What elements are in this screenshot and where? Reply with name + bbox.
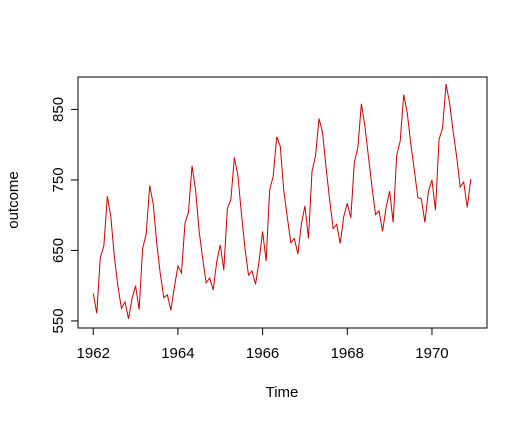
x-tick-label: 1964	[161, 345, 194, 362]
x-axis: 1962 1964 1966 1968 1970	[77, 327, 449, 362]
y-tick-label: 750	[50, 167, 67, 192]
x-tick-label: 1966	[246, 345, 279, 362]
x-tick-label: 1962	[77, 345, 110, 362]
x-axis-label: Time	[266, 384, 299, 401]
x-tick-label: 1970	[415, 345, 448, 362]
y-tick-label: 650	[50, 238, 67, 263]
x-tick-label: 1968	[331, 345, 364, 362]
y-tick-label: 550	[50, 308, 67, 333]
plot-frame	[77, 76, 488, 329]
series-line	[92, 83, 472, 319]
y-tick-label: 850	[50, 97, 67, 122]
y-axis: 550 650 750 850	[50, 97, 79, 333]
y-axis-label: outcome	[5, 171, 22, 229]
